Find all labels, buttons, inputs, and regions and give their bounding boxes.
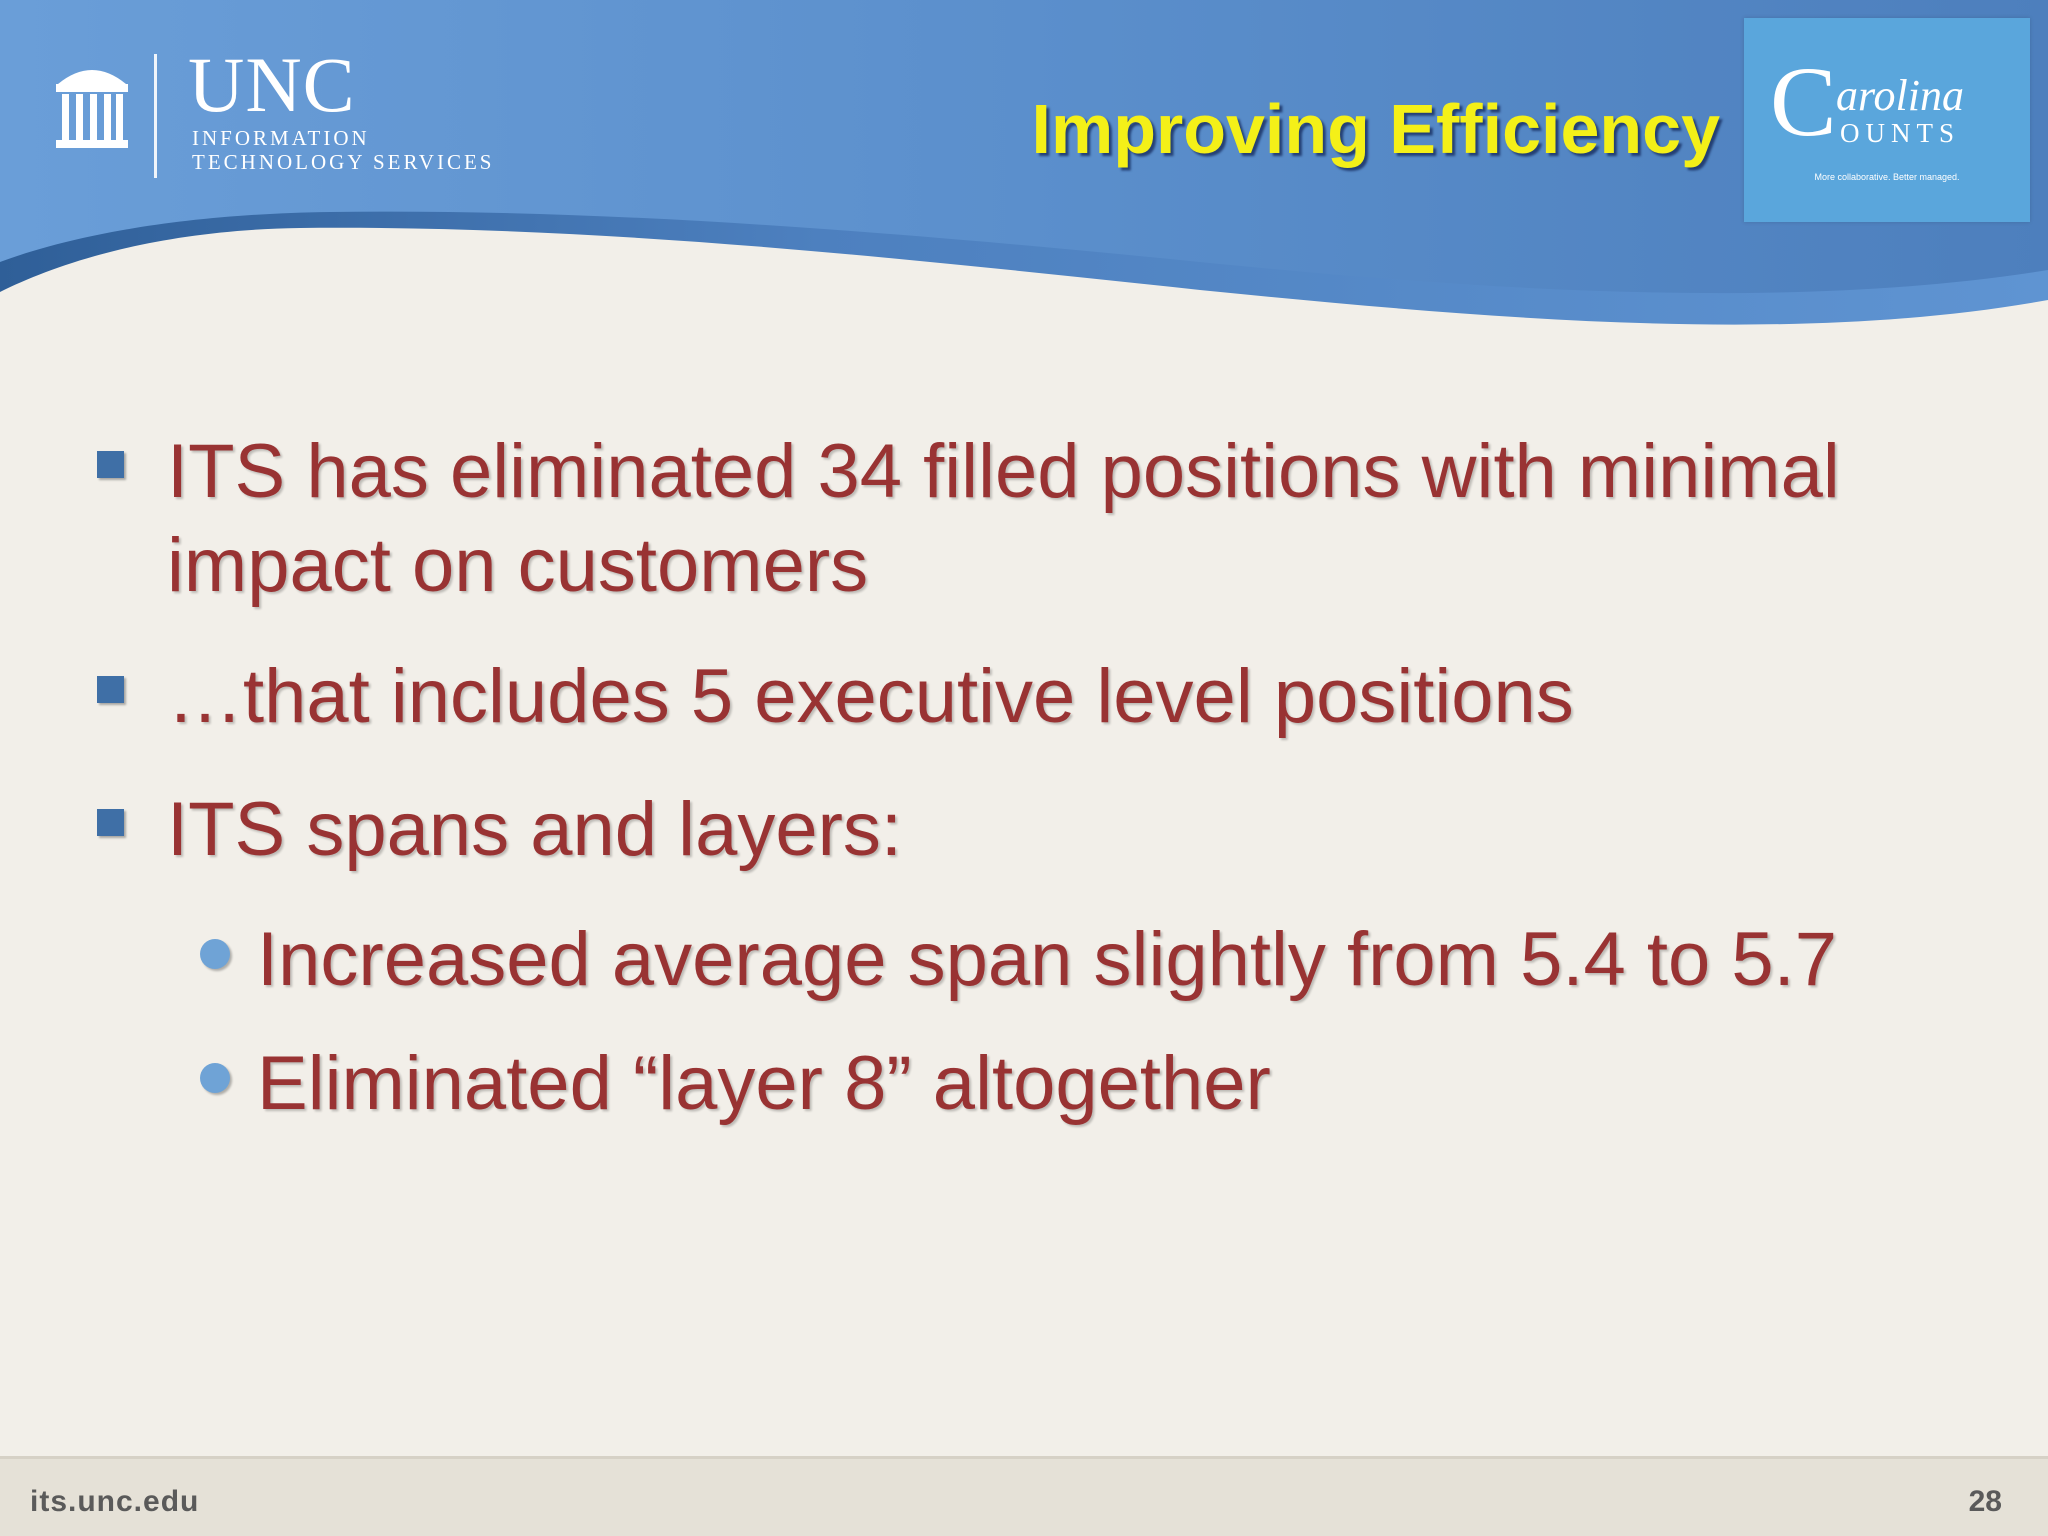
footer-url: its.unc.edu [30,1485,200,1518]
carolina-counts-word2: OUNTS [1840,118,1961,148]
square-bullet-icon [97,809,124,836]
round-bullet-icon [200,1063,230,1093]
header-banner [0,0,2048,325]
sub-bullet-1: Increased average span slightly from 5.4… [257,917,1838,1002]
carolina-counts-tagline: More collaborative. Better managed. [1814,172,1960,182]
unc-wordmark: UNC [188,41,356,128]
slide-title: Improving Efficiency [1031,90,1720,168]
page-number: 28 [1968,1485,2002,1518]
carolina-counts-logo: C arolina OUNTS More collaborative. Bett… [1744,18,2030,222]
square-bullet-icon [97,451,124,478]
footer-bar: its.unc.edu 28 [0,1456,2048,1536]
unc-subtitle-line1: INFORMATION [192,126,370,150]
square-bullet-icon [97,676,124,703]
carolina-counts-word1: arolina [1836,71,1964,120]
bullet-2: …that includes 5 executive level positio… [167,654,1574,739]
unc-subtitle-line2: TECHNOLOGY SERVICES [192,150,495,174]
round-bullet-icon [200,939,230,969]
old-well-icon [56,70,128,148]
sub-bullet-2: Eliminated “layer 8” altogether [257,1041,1271,1126]
unc-its-logo: UNC INFORMATION TECHNOLOGY SERVICES [52,46,572,184]
bullet-1-line2: impact on customers [167,523,869,608]
carolina-counts-initial: C [1770,46,1837,157]
logo-divider [154,54,157,178]
bullet-1-line1: ITS has eliminated 34 filled positions w… [167,429,1840,514]
bullet-3: ITS spans and layers: [167,787,903,872]
